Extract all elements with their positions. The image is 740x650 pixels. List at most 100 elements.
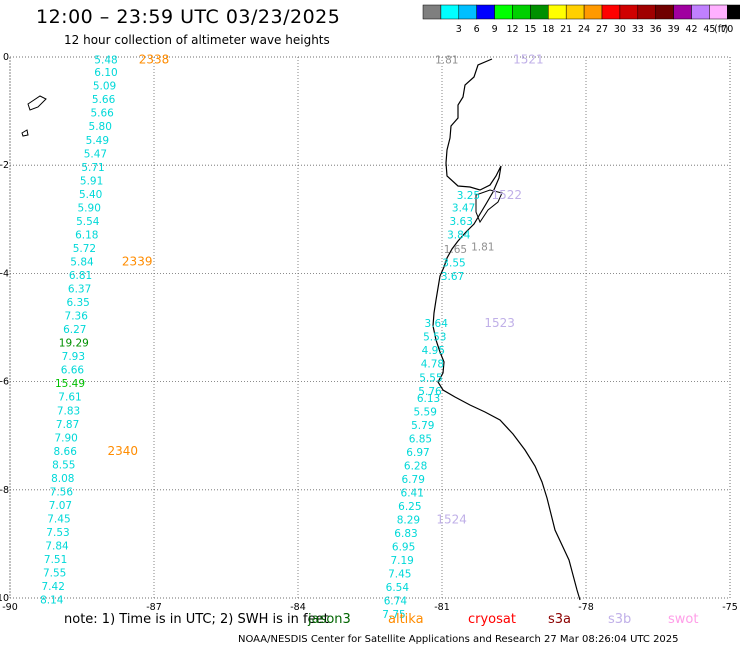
wave-height-value: 3.64	[425, 318, 449, 330]
colorbar-tick-label: 39	[668, 24, 680, 35]
colorbar-tick-label: 45	[703, 24, 715, 35]
colorbar-swatch	[512, 4, 531, 20]
wave-height-value: 1.65	[444, 244, 467, 256]
wave-height-value: 7.90	[54, 432, 77, 444]
pass-number-label: 1523	[484, 316, 515, 330]
wave-height-value: 3.84	[447, 229, 471, 241]
x-tick-label: -90	[2, 602, 18, 613]
wave-height-value: 5.09	[93, 81, 116, 93]
wave-height-value: 5.80	[89, 121, 112, 133]
wave-height-value: 6.28	[404, 460, 427, 472]
wave-height-value: 7.19	[390, 555, 413, 567]
wave-height-value: 6.79	[402, 474, 425, 486]
wave-height-value: 5.47	[84, 148, 107, 160]
wave-height-value: 6.85	[409, 433, 432, 445]
wave-height-value: 5.48	[94, 55, 117, 67]
wave-height-value: 6.25	[398, 501, 421, 513]
colorbar-swatch	[619, 4, 639, 20]
island-outline	[21, 129, 29, 137]
colorbar-tick-label: 24	[578, 24, 590, 35]
colorbar-swatch	[655, 4, 674, 20]
page-title: 12:00 – 23:59 UTC 03/23/2025	[36, 6, 341, 28]
wave-height-value: 8.66	[54, 446, 78, 458]
pass-number-label: 2340	[108, 444, 139, 458]
colorbar-swatch	[727, 4, 740, 20]
wave-height-value: 6.83	[394, 528, 417, 540]
wave-height-value: 7.36	[65, 311, 89, 323]
pass-number-label: 1521	[513, 53, 544, 67]
wave-height-value: 6.13	[417, 393, 440, 405]
wave-height-value: 15.49	[55, 378, 85, 390]
colorbar-swatch	[548, 4, 567, 20]
colorbar-swatch	[458, 4, 477, 20]
wave-height-value: 8.29	[397, 515, 420, 527]
wave-height-value: 5.79	[411, 420, 434, 432]
wave-height-value: 5.54	[76, 216, 100, 228]
wave-height-value: 5.40	[79, 189, 102, 201]
colorbar-swatch	[637, 4, 656, 20]
y-tick-label: -8	[0, 485, 9, 496]
y-tick-label: -4	[0, 268, 9, 279]
wave-height-value: 7.42	[42, 581, 65, 593]
wave-height-value: 1.81	[435, 55, 458, 67]
wave-height-value: 7.87	[56, 419, 79, 431]
wave-height-value: 5.84	[70, 256, 94, 268]
legend-swot: swot	[668, 612, 699, 627]
wave-height-value: 6.81	[69, 270, 92, 282]
wave-height-value: 5.66	[90, 108, 114, 120]
wave-height-value: 3.25	[457, 190, 480, 202]
coastline	[432, 58, 581, 601]
wave-height-value: 6.95	[392, 542, 415, 554]
x-tick-label: -87	[146, 602, 162, 613]
x-tick-label: -84	[290, 602, 306, 613]
colorbar-swatch	[673, 4, 692, 20]
wave-height-value: 8.08	[51, 473, 74, 485]
wave-height-value: 5.59	[414, 406, 437, 418]
colorbar-tick-label: 21	[560, 24, 572, 35]
wave-height-value: 6.18	[75, 229, 98, 241]
colorbar-tick-label: 36	[650, 24, 662, 35]
legend-cryosat: cryosat	[468, 612, 516, 627]
colorbar-tick-label: 42	[685, 24, 697, 35]
wave-height-value: 6.27	[63, 324, 86, 336]
y-tick-label: -10	[0, 593, 9, 604]
credit-line: NOAA/NESDIS Center for Satellite Applica…	[238, 634, 679, 645]
wave-height-value: 5.71	[81, 162, 104, 174]
wave-height-value: 7.93	[62, 351, 85, 363]
colorbar-swatch	[691, 4, 710, 20]
y-tick-label: -6	[0, 377, 9, 388]
wave-height-value: 7.45	[388, 569, 411, 581]
pass-number-label: 2338	[139, 53, 170, 67]
wave-height-value: 3.47	[452, 202, 475, 214]
y-tick-label: 0	[3, 52, 9, 63]
colorbar-swatch	[422, 4, 442, 20]
wave-height-value: 7.53	[46, 527, 69, 539]
x-tick-label: -78	[578, 602, 594, 613]
colorbar-tick-label: 30	[614, 24, 626, 35]
wave-height-value: 5.66	[92, 94, 116, 106]
colorbar-swatch	[476, 4, 495, 20]
wave-height-value: 6.35	[66, 297, 89, 309]
wave-height-value: 7.45	[47, 513, 70, 525]
wave-height-value: 6.10	[94, 67, 117, 79]
wave-height-value: 6.54	[386, 582, 410, 594]
wave-height-value: 6.66	[61, 365, 85, 377]
wave-height-value: 4.78	[421, 359, 444, 371]
legend-altika: altika	[388, 612, 424, 627]
colorbar-swatch	[583, 4, 603, 20]
colorbar-swatch	[565, 4, 585, 20]
colorbar-unit: (ft)	[714, 24, 728, 35]
colorbar-tick-label: 3	[456, 24, 462, 35]
wave-height-value: 6.41	[401, 488, 424, 500]
wave-height-value: 5.49	[86, 135, 109, 147]
colorbar-swatch	[440, 4, 460, 20]
wave-height-value: 7.84	[45, 541, 69, 553]
wave-height-value: 8.55	[52, 459, 75, 471]
wave-height-value: 7.51	[44, 554, 67, 566]
colorbar-tick-label: 70	[721, 24, 733, 35]
wave-height-value: 6.74	[384, 596, 408, 608]
y-tick-label: -2	[0, 160, 9, 171]
wave-height-value: 3.67	[441, 271, 464, 283]
